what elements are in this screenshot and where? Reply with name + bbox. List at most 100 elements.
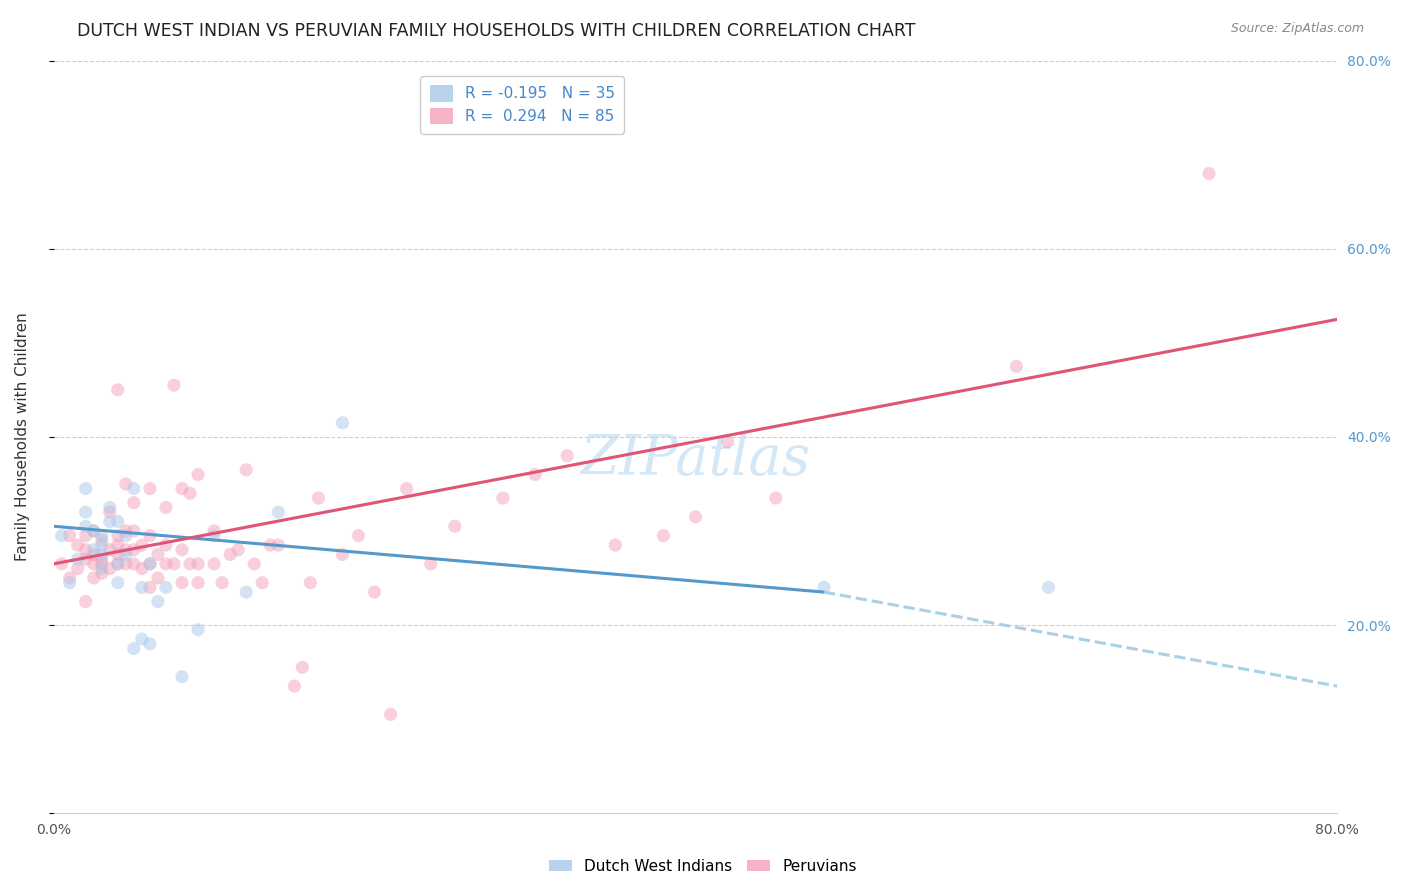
Point (347, 529, 370, 543)
Point (155, 538, 177, 552)
Point (75, 594, 97, 608)
Point (107, 383, 129, 397)
Point (59, 571, 82, 585)
Point (555, 449, 578, 463)
Point (291, 660, 314, 674)
Point (170, 575, 193, 590)
Point (155, 500, 177, 515)
Point (211, 575, 233, 590)
Point (716, 434, 738, 449)
Point (83, 542, 105, 557)
Point (66, 538, 89, 552)
Point (155, 581, 177, 595)
Point (75, 542, 97, 557)
Point (90, 533, 112, 548)
Point (332, 416, 354, 430)
Point (163, 378, 186, 392)
Point (492, 491, 515, 505)
Point (307, 491, 329, 505)
Point (235, 585, 257, 599)
Point (252, 575, 274, 590)
Point (179, 486, 201, 500)
Point (107, 529, 129, 543)
Point (139, 482, 162, 496)
Point (363, 585, 385, 599)
Point (243, 557, 266, 571)
Point (187, 557, 209, 571)
Legend: R = -0.195   N = 35, R =  0.294   N = 85: R = -0.195 N = 35, R = 0.294 N = 85 (420, 76, 624, 134)
Point (139, 557, 162, 571)
Point (163, 557, 186, 571)
Text: ZIPatlas: ZIPatlas (581, 432, 811, 487)
Point (146, 594, 169, 608)
Point (1038, 581, 1060, 595)
Point (380, 707, 402, 722)
Point (139, 637, 162, 651)
Point (1198, 167, 1220, 181)
Point (283, 679, 305, 693)
Point (267, 505, 290, 519)
Point (59, 575, 82, 590)
Point (139, 529, 162, 543)
Point (652, 529, 675, 543)
Point (146, 548, 169, 562)
Point (83, 524, 105, 538)
Point (765, 491, 787, 505)
Point (114, 477, 136, 491)
Point (299, 575, 322, 590)
Legend: Dutch West Indians, Peruvians: Dutch West Indians, Peruvians (543, 853, 863, 880)
Point (107, 557, 129, 571)
Point (107, 515, 129, 529)
Point (122, 524, 145, 538)
Point (75, 529, 97, 543)
Point (226, 542, 249, 557)
Point (90, 529, 112, 543)
Point (179, 557, 201, 571)
Point (90, 538, 112, 552)
Text: DUTCH WEST INDIAN VS PERUVIAN FAMILY HOUSEHOLDS WITH CHILDREN CORRELATION CHART: DUTCH WEST INDIAN VS PERUVIAN FAMILY HOU… (77, 22, 915, 40)
Point (90, 557, 112, 571)
Point (122, 557, 145, 571)
Point (90, 548, 112, 562)
Point (131, 561, 153, 575)
Point (202, 529, 225, 543)
Point (107, 575, 129, 590)
Point (131, 632, 153, 647)
Point (139, 581, 162, 595)
Point (332, 548, 354, 562)
Point (51, 529, 73, 543)
Point (524, 467, 547, 482)
Point (107, 548, 129, 562)
Point (107, 557, 129, 571)
Point (90, 552, 112, 566)
Point (122, 496, 145, 510)
Point (131, 538, 153, 552)
Point (605, 538, 627, 552)
Point (187, 467, 209, 482)
Point (90, 566, 112, 581)
Point (146, 571, 169, 585)
Point (98, 500, 121, 515)
Point (107, 538, 129, 552)
Point (98, 505, 121, 519)
Point (170, 670, 193, 684)
Point (75, 482, 97, 496)
Point (1005, 359, 1028, 374)
Point (419, 557, 441, 571)
Point (59, 529, 82, 543)
Point (114, 548, 136, 562)
Point (202, 557, 225, 571)
Point (170, 542, 193, 557)
Point (235, 463, 257, 477)
Point (155, 557, 177, 571)
Point (131, 581, 153, 595)
Point (75, 505, 97, 519)
Point (267, 538, 290, 552)
Point (83, 548, 105, 562)
Point (90, 561, 112, 575)
Point (187, 623, 209, 637)
Point (187, 575, 209, 590)
Point (114, 524, 136, 538)
Point (66, 561, 89, 575)
Y-axis label: Family Households with Children: Family Households with Children (15, 312, 30, 561)
